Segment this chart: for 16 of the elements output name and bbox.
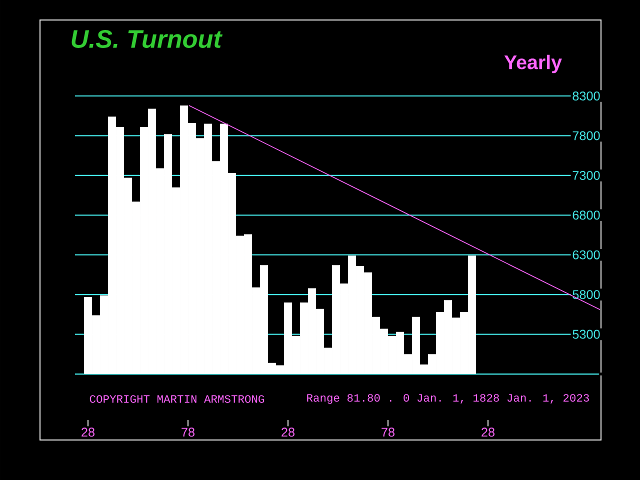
y-tick-label: 8300 (572, 92, 600, 100)
y-tick-label: 6300 (572, 250, 600, 260)
x-tick-label: 78 (382, 428, 394, 437)
y-tick-label: 7800 (572, 131, 600, 140)
x-tick-label: 28 (82, 428, 94, 437)
y-tick-label: 6800 (572, 210, 600, 220)
x-tick-label: 28 (482, 428, 494, 437)
y-tick-label: 7300 (572, 170, 600, 180)
text: Range 81.80 . 0 Jan. 1, 1828 Jan. 1, 2023 (307, 394, 589, 404)
chart-title: U.S. Turnout (72, 30, 223, 48)
x-tick-label: 78 (182, 428, 194, 437)
y-tick-label: 5800 (572, 290, 600, 300)
x-tick-label: 28 (282, 428, 294, 437)
text: COPYRIGHT MARTIN ARMSTRONG (90, 395, 264, 403)
y-tick-label: 5300 (572, 330, 600, 339)
chart-subtitle: Yearly (504, 54, 562, 74)
